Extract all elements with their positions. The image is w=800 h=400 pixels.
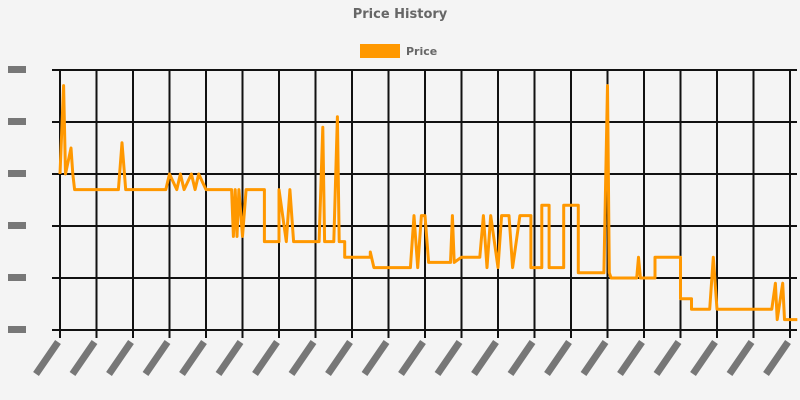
legend-label-price: Price bbox=[406, 44, 438, 58]
chart-title: Price History bbox=[352, 7, 448, 22]
x-tick-label bbox=[617, 340, 645, 376]
x-tick-label bbox=[580, 340, 609, 376]
x-tick-label bbox=[763, 340, 791, 376]
x-tick-label bbox=[434, 340, 463, 376]
y-tick-label bbox=[8, 274, 26, 281]
x-tick-label bbox=[361, 340, 390, 376]
x-tick-label bbox=[106, 340, 134, 376]
x-tick-label bbox=[252, 340, 280, 376]
x-tick-label bbox=[726, 340, 755, 376]
x-tick-label bbox=[142, 340, 171, 376]
x-tick-label bbox=[179, 340, 207, 376]
series-line-price bbox=[58, 84, 798, 322]
y-tick-label bbox=[8, 222, 26, 229]
x-tick-label bbox=[398, 340, 426, 376]
x-tick-label bbox=[653, 340, 682, 376]
legend-swatch-price bbox=[360, 44, 400, 58]
x-tick-label bbox=[325, 340, 353, 376]
y-tick-label bbox=[8, 118, 26, 125]
legend: Price bbox=[360, 44, 437, 58]
x-tick-label bbox=[33, 340, 61, 376]
y-tick-label bbox=[8, 170, 26, 177]
x-tick-label bbox=[69, 340, 98, 376]
x-tick-label bbox=[288, 340, 317, 376]
x-tick-label bbox=[215, 340, 244, 376]
x-tick-label bbox=[690, 340, 718, 376]
x-tick-label bbox=[471, 340, 499, 376]
y-tick-label bbox=[8, 66, 26, 73]
y-tick-label bbox=[8, 326, 26, 333]
x-tick-label bbox=[544, 340, 572, 376]
x-tick-label bbox=[507, 340, 536, 376]
